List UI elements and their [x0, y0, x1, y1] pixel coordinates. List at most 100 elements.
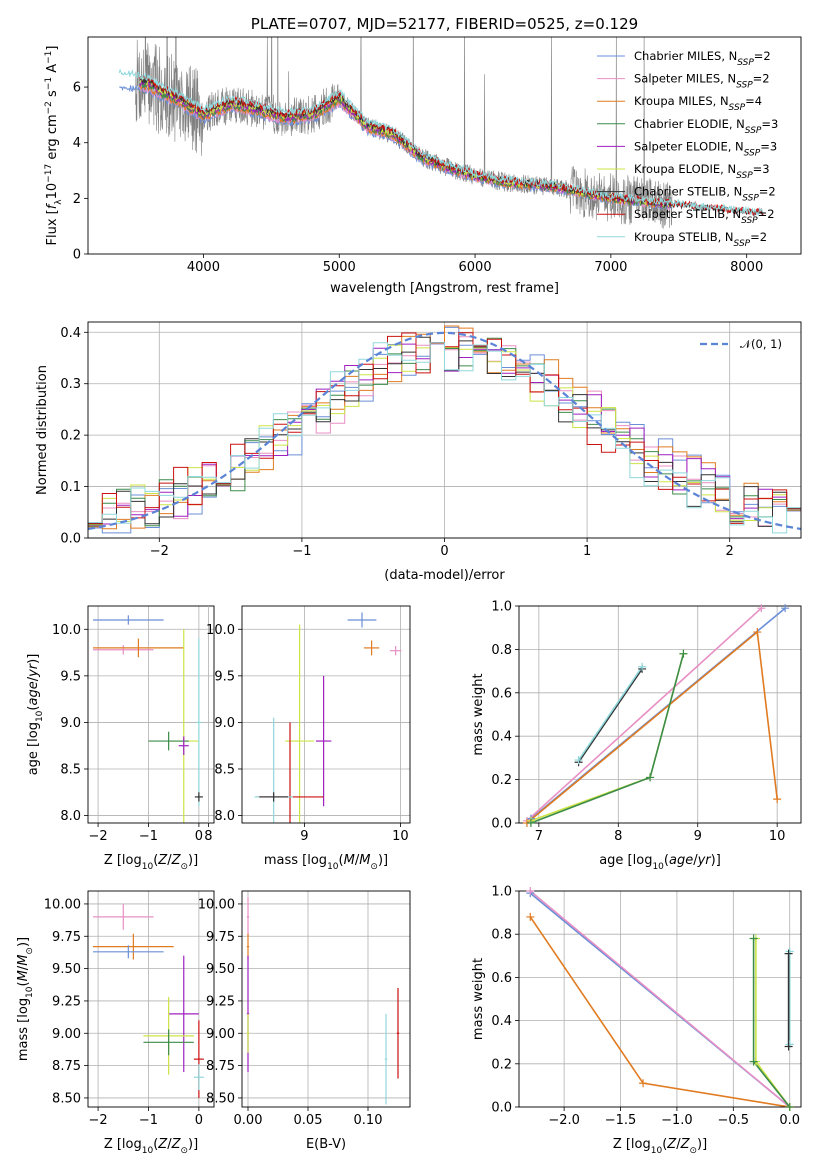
x-tick-label: 9 [300, 829, 308, 844]
legend: Chabrier MILES, NSSP=2 Salpeter MILES, NS… [597, 49, 778, 249]
y-tick-label: 0 [73, 248, 81, 263]
panel-residuals: −2 −1 0 1 2 0.0 0.1 0.2 0.3 0.4 (data-model)/error… [35, 321, 802, 583]
grid [207, 606, 410, 823]
y-tick-label: 8.0 [214, 809, 235, 824]
weight-marker [639, 1079, 648, 1088]
y-tick-label: 0.4 [491, 1014, 512, 1029]
x-tick-label: 10 [392, 829, 409, 844]
weight-line-kroupa-miles [529, 916, 790, 1107]
x-tick-label: −1 [139, 829, 158, 844]
x-tick-label: 8 [204, 829, 212, 844]
y-tick-label: 8.75 [52, 1059, 81, 1074]
weight-marker [749, 1057, 758, 1066]
plot-body [93, 615, 203, 823]
x-tick-label: 0.0 [779, 1113, 800, 1128]
x-tick-label: 8000 [730, 260, 763, 275]
panel-mass_vs_Z: −2 −1 0 8.50 8.75 9.00 9.25 9.50 9.75 10.00 Z [log… [16, 890, 215, 1156]
y-tick-label: 0.3 [60, 377, 81, 392]
weight-line-chabrier-stelib [577, 668, 643, 763]
weight-marker [773, 795, 782, 804]
panel-weight_vs_Z: −2.0 −1.5 −1.0 −0.5 0.0 0.0 0.2 0.4 0.6 0.8 1.0 Z [… [471, 885, 802, 1156]
panel-weight_vs_age: 7 8 9 10 0.0 0.2 0.4 0.6 0.8 1.0 age [log10(age/yr… [471, 600, 802, 872]
weight-marker [784, 949, 793, 958]
y-tick-label: 9.00 [206, 1027, 235, 1042]
legend-entry: Chabrier ELODIE, NSSP=3 [634, 117, 778, 136]
x-tick-label: 5000 [323, 260, 356, 275]
weight-marker [785, 1103, 794, 1111]
weight-marker [526, 912, 535, 921]
y-tick-label: 0.8 [491, 928, 512, 943]
y-axis-label: Flux [fλ10−17 erg cm−2 s−1 A−1] [44, 46, 64, 246]
weight-marker [526, 887, 535, 895]
y-tick-label: 0.6 [491, 686, 512, 701]
x-tick-label: −1.5 [605, 1113, 637, 1128]
weight-line-kroupa-elodie [755, 938, 791, 1107]
y-tick-label: 0.4 [491, 730, 512, 745]
x-tick-label: 6000 [459, 260, 492, 275]
x-axis-label: Z [log10(Z/Z⊙)] [104, 853, 198, 872]
y-axis-label: mass [log10(M/M⊙)] [16, 937, 35, 1061]
y-tick-label: 9.50 [52, 962, 81, 977]
legend-entry: Salpeter STELIB, NSSP=2 [634, 207, 775, 226]
y-axis-label: mass weight [471, 673, 486, 755]
y-tick-label: 0.8 [491, 643, 512, 658]
axes-frame [87, 36, 802, 255]
x-tick-label: 2 [726, 544, 734, 559]
x-tick-label: 8 [614, 829, 622, 844]
legend-entry: Chabrier MILES, NSSP=2 [634, 49, 771, 68]
y-tick-label: 0.1 [60, 480, 81, 495]
x-tick-label: 10 [769, 829, 786, 844]
x-tick-label: −1 [139, 1113, 158, 1128]
x-tick-label: 0.05 [294, 1113, 323, 1128]
weight-marker [781, 604, 790, 613]
weight-line-chabrier-elodie [530, 653, 685, 823]
panel-age_vs_Z: −2 −1 0 8.0 8.5 9.0 9.5 10.0 Z [log10(Z/Z⊙)] age … [26, 605, 215, 872]
model-line-kroupa-stelib [118, 68, 764, 217]
y-tick-label: 0.2 [491, 1057, 512, 1072]
y-axis-label: age [log10(age/yr)] [26, 654, 45, 776]
normal-curve-line [88, 331, 801, 531]
plot-body [526, 607, 786, 823]
axes-frame [87, 605, 215, 824]
x-tick-label: −2 [88, 1113, 107, 1128]
y-tick-label: 0.6 [491, 971, 512, 986]
model-line-salpeter-stelib [139, 75, 764, 217]
x-tick-label: −1.0 [661, 1113, 693, 1128]
weight-line-salpeter-miles [526, 607, 762, 822]
y-tick-label: 0.0 [491, 817, 512, 832]
weight-marker [646, 773, 655, 782]
x-tick-label: −2 [150, 544, 169, 559]
x-tick-label: 0.00 [234, 1113, 263, 1128]
x-tick-label: 0 [195, 1113, 203, 1128]
weight-marker [757, 604, 766, 613]
y-tick-label: 8.50 [206, 1091, 235, 1106]
y-tick-label: 8.5 [214, 762, 235, 777]
y-tick-label: 0.0 [60, 532, 81, 547]
y-tick-label: 10.0 [52, 623, 81, 638]
y-tick-label: 9.50 [206, 962, 235, 977]
weight-line-salpeter-miles [529, 891, 791, 1107]
plot-body [93, 903, 204, 1098]
y-tick-label: 9.5 [60, 669, 81, 684]
plot-body [118, 37, 764, 229]
x-axis-label: age [log10(age/yr)] [599, 853, 721, 872]
y-tick-label: 9.25 [52, 994, 81, 1009]
panel-mass_vs_ebv: 0.00 0.05 0.10 8.50 8.75 9.00 9.25 9.50 9.75 10.0… [198, 890, 411, 1152]
weight-marker [526, 819, 535, 827]
histogram-kroupa-stelib [88, 342, 801, 534]
x-axis-label: wavelength [Angstrom, rest frame] [330, 281, 559, 296]
weight-line-kroupa-miles [526, 630, 778, 823]
grid [88, 891, 214, 1107]
x-tick-label: 9 [694, 829, 702, 844]
axes-frame [87, 890, 215, 1108]
axes-frame [241, 890, 411, 1108]
legend-entry: Kroupa MILES, NSSP=4 [634, 94, 762, 113]
y-tick-label: 8.0 [60, 809, 81, 824]
y-tick-label: 10.0 [206, 623, 235, 638]
weight-marker [749, 934, 758, 943]
chart-title: PLATE=0707, MJD=52177, FIBERID=0525, z=0… [251, 15, 638, 33]
x-tick-label: 0.10 [354, 1113, 383, 1128]
y-tick-label: 1.0 [491, 600, 512, 615]
y-axis-label: mass weight [471, 958, 486, 1040]
